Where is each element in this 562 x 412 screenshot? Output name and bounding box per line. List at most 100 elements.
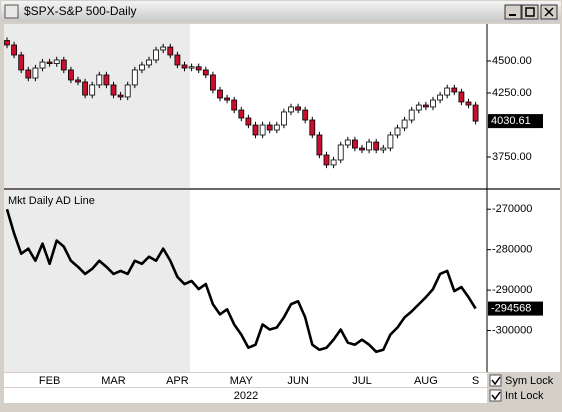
x-tick-label: S xyxy=(472,375,479,387)
y-tick-label: -290000 xyxy=(492,284,532,296)
candle-body xyxy=(465,101,472,106)
candle-body xyxy=(394,127,401,136)
candle-body xyxy=(146,59,152,66)
candle-body xyxy=(266,124,273,131)
window-buttons xyxy=(504,4,558,20)
candle-body xyxy=(231,99,238,111)
candle-body xyxy=(110,84,117,96)
year-label: 2022 xyxy=(234,390,258,402)
y-tick-label: 3750.00 xyxy=(492,151,532,163)
window-icon[interactable] xyxy=(4,4,19,19)
x-tick-label: APR xyxy=(166,375,189,387)
candle-body xyxy=(238,109,245,119)
candle-body xyxy=(209,74,216,91)
checkbox-label: Sym Lock xyxy=(505,375,554,387)
minimize-button[interactable] xyxy=(504,4,522,20)
candle-body xyxy=(302,109,309,121)
candle-body xyxy=(39,61,46,69)
candle-body xyxy=(60,59,67,71)
candle-body xyxy=(387,134,394,149)
y-tick-label: -270000 xyxy=(492,203,532,215)
candle-body xyxy=(4,40,10,46)
y-tick-label: -280000 xyxy=(492,244,532,256)
checkbox-label: Int Lock xyxy=(505,390,544,402)
candle-body xyxy=(437,94,444,101)
candle-body xyxy=(138,64,145,71)
candle-body xyxy=(295,106,302,111)
title-bar xyxy=(1,1,561,22)
candle-body xyxy=(25,69,32,79)
candle-body xyxy=(82,81,88,96)
candle-body xyxy=(309,119,316,136)
checkbox[interactable] xyxy=(489,374,502,387)
window-title: $SPX-S&P 500-Daily xyxy=(24,4,137,18)
candle-body xyxy=(75,79,81,83)
x-tick-label: MAY xyxy=(230,375,254,387)
candle-body xyxy=(68,69,74,81)
candle-body xyxy=(53,59,60,64)
x-tick-label: JUL xyxy=(352,375,372,387)
candle-body xyxy=(245,117,252,126)
candle-body xyxy=(202,69,209,76)
candle-body xyxy=(96,74,103,86)
maximize-button[interactable] xyxy=(521,4,539,20)
candle-body xyxy=(174,54,181,66)
candle-body xyxy=(273,124,280,131)
y-tick-label: 4250.00 xyxy=(492,87,532,99)
candle-body xyxy=(472,104,479,122)
last-value-box xyxy=(488,114,543,129)
candle-body xyxy=(430,99,436,108)
candle-body xyxy=(89,84,96,96)
x-tick-label: MAR xyxy=(101,375,126,387)
check-glyph xyxy=(491,391,501,401)
candle-body xyxy=(103,74,110,86)
candle-body xyxy=(380,147,387,151)
last-value-label: -294568 xyxy=(491,302,531,314)
ad-shade xyxy=(4,190,190,372)
candle-body xyxy=(422,104,429,108)
candle-body xyxy=(444,87,451,96)
candle-body xyxy=(153,49,160,61)
candle-body xyxy=(124,84,131,98)
candle-body xyxy=(131,69,138,86)
candle-body xyxy=(259,124,266,136)
candle-body xyxy=(181,64,188,69)
x-tick-label: FEB xyxy=(39,375,60,387)
panel-title: Mkt Daily AD Line xyxy=(8,195,95,207)
candle-body xyxy=(160,46,167,51)
candle-body xyxy=(458,91,465,103)
candle-body xyxy=(280,111,287,126)
candle-body xyxy=(330,159,337,166)
check-glyph xyxy=(491,376,501,386)
year-band xyxy=(4,388,487,403)
candle-body xyxy=(217,89,223,99)
candle-body xyxy=(288,106,294,113)
candle-body xyxy=(188,66,195,69)
candle-body xyxy=(167,46,174,56)
maximize-glyph xyxy=(525,7,535,17)
last-value-box xyxy=(488,301,543,316)
candle-body xyxy=(316,134,323,156)
candle-body xyxy=(46,61,53,64)
checkbox[interactable] xyxy=(489,389,502,402)
candle-body xyxy=(366,141,373,151)
x-tick-label: AUG xyxy=(414,375,438,387)
candle-body xyxy=(195,66,202,71)
candle-body xyxy=(408,109,415,121)
x-tick-label: JUN xyxy=(287,375,308,387)
candle-body xyxy=(224,97,231,101)
close-glyph xyxy=(544,7,554,17)
candle-body xyxy=(11,44,18,56)
candle-body xyxy=(337,144,344,161)
candle-body xyxy=(373,141,380,151)
x-axis-band xyxy=(4,373,487,387)
candle-body xyxy=(252,124,259,136)
ad-line xyxy=(5,208,477,354)
candle-body xyxy=(415,104,422,111)
candle-body xyxy=(451,87,458,93)
candle-body xyxy=(359,147,365,151)
candle-body xyxy=(32,67,39,79)
last-value-label: 4030.61 xyxy=(491,115,531,127)
candle-body xyxy=(351,139,358,149)
